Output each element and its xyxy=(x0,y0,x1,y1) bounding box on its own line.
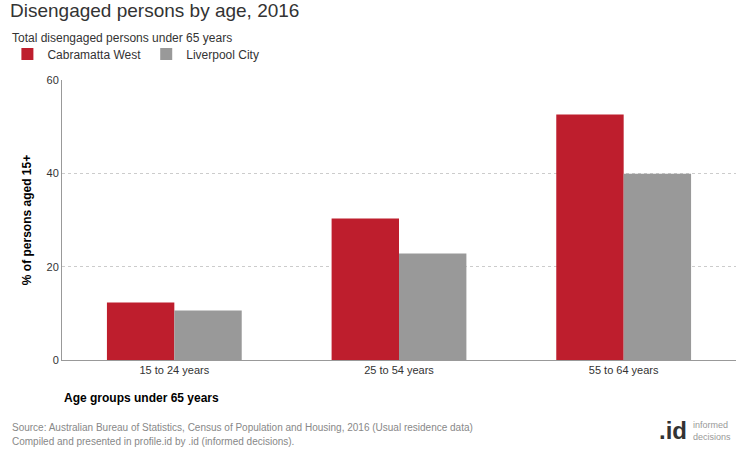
svg-text:Disengaged persons by age, 201: Disengaged persons by age, 2016 xyxy=(10,0,299,21)
svg-text:40: 40 xyxy=(47,167,59,179)
svg-text:25 to 54 years: 25 to 54 years xyxy=(364,364,434,376)
svg-text:% of persons aged 15+: % of persons aged 15+ xyxy=(20,155,34,285)
svg-text:Cabramatta West: Cabramatta West xyxy=(47,48,141,62)
svg-text:60: 60 xyxy=(47,74,59,86)
svg-text:15 to 24 years: 15 to 24 years xyxy=(139,364,209,376)
svg-text:Source: Australian Bureau of S: Source: Australian Bureau of Statistics,… xyxy=(12,422,473,433)
svg-text:.id: .id xyxy=(659,417,687,444)
svg-text:0: 0 xyxy=(53,354,59,366)
svg-text:informeddecisions: informeddecisions xyxy=(693,420,731,442)
svg-text:55 to 64 years: 55 to 64 years xyxy=(589,364,659,376)
svg-text:Total disengaged persons under: Total disengaged persons under 65 years xyxy=(12,31,232,45)
svg-text:Age groups under 65 years: Age groups under 65 years xyxy=(64,391,219,405)
svg-text:Compiled and presented in prof: Compiled and presented in profile.id by … xyxy=(12,436,294,447)
svg-text:Liverpool City: Liverpool City xyxy=(186,48,259,62)
svg-text:20: 20 xyxy=(47,261,59,273)
